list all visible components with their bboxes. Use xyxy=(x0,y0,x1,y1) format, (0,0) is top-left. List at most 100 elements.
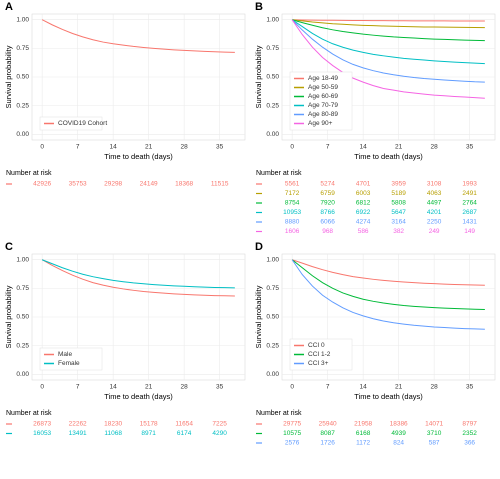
risk-count: 2352 xyxy=(462,430,477,437)
y-tick-label: 0.25 xyxy=(16,342,29,349)
x-tick-label: 7 xyxy=(326,144,330,151)
x-tick-label: 14 xyxy=(360,384,368,391)
risk-count: 4274 xyxy=(356,219,371,226)
y-tick-label: 0.25 xyxy=(266,342,279,349)
risk-count: 2576 xyxy=(285,440,300,447)
x-axis-title: Time to death (days) xyxy=(354,152,423,161)
risk-count: 5274 xyxy=(320,181,335,188)
y-tick-label: 0.50 xyxy=(266,74,279,81)
risk-count: 29298 xyxy=(104,181,122,188)
risk-count: 1431 xyxy=(462,219,477,226)
legend-label: Age 70-79 xyxy=(308,102,338,109)
y-axis-title: Survival probability xyxy=(4,45,13,108)
legend-label: Male xyxy=(58,351,72,358)
risk-count: 8766 xyxy=(320,209,335,216)
risk-count: 2687 xyxy=(462,209,477,216)
x-tick-label: 35 xyxy=(466,384,474,391)
survival-curve xyxy=(291,19,485,83)
risk-count: 6812 xyxy=(356,200,371,207)
risk-count: 6066 xyxy=(320,219,335,226)
legend-label: Age 80-89 xyxy=(308,111,338,118)
risk-count: 35753 xyxy=(69,181,87,188)
y-tick-label: 1.00 xyxy=(266,256,279,263)
y-tick-label: 0.75 xyxy=(16,285,29,292)
risk-count: 1606 xyxy=(285,228,300,235)
y-axis-title: Survival probability xyxy=(254,285,263,348)
risk-count: 6168 xyxy=(356,430,371,437)
x-tick-label: 28 xyxy=(181,144,189,151)
risk-count: 6922 xyxy=(356,209,371,216)
y-tick-label: 0.00 xyxy=(16,371,29,378)
y-tick-label: 0.00 xyxy=(266,131,279,138)
x-tick-label: 7 xyxy=(76,144,80,151)
risk-count: 8971 xyxy=(141,430,156,437)
y-tick-label: 0.50 xyxy=(266,314,279,321)
risk-count: 3710 xyxy=(427,430,442,437)
x-tick-label: 14 xyxy=(360,144,368,151)
risk-count: 824 xyxy=(393,440,404,447)
risk-count: 25940 xyxy=(319,421,337,428)
risk-table-title: Number at risk xyxy=(6,410,52,417)
risk-count: 7172 xyxy=(285,190,300,197)
x-tick-label: 14 xyxy=(110,144,118,151)
risk-count: 8797 xyxy=(462,421,477,428)
y-tick-label: 0.00 xyxy=(266,371,279,378)
risk-count: 1993 xyxy=(462,181,477,188)
risk-count: 18368 xyxy=(175,181,193,188)
risk-count: 14071 xyxy=(425,421,443,428)
risk-count: 4063 xyxy=(427,190,442,197)
risk-count: 6003 xyxy=(356,190,371,197)
survival-curve xyxy=(292,19,485,22)
risk-count: 2250 xyxy=(427,219,442,226)
risk-count: 1172 xyxy=(356,440,370,447)
survival-curve xyxy=(291,19,485,65)
y-tick-label: 0.50 xyxy=(16,74,29,81)
risk-count: 5189 xyxy=(391,190,406,197)
x-tick-label: 35 xyxy=(466,144,474,151)
risk-count: 382 xyxy=(393,228,404,235)
risk-count: 586 xyxy=(358,228,369,235)
risk-count: 149 xyxy=(464,228,475,235)
risk-table-title: Number at risk xyxy=(256,170,302,177)
x-tick-label: 21 xyxy=(145,384,153,391)
risk-count: 11515 xyxy=(211,181,229,188)
risk-count: 18230 xyxy=(104,421,122,428)
y-tick-label: 1.00 xyxy=(266,16,279,23)
panel-label: A xyxy=(5,1,13,13)
x-tick-label: 21 xyxy=(395,144,403,151)
x-axis-title: Time to death (days) xyxy=(104,392,173,401)
y-tick-label: 0.25 xyxy=(266,102,279,109)
legend-label: Age 18-49 xyxy=(308,75,338,82)
survival-curve xyxy=(291,259,485,310)
legend-label: Age 50-59 xyxy=(308,84,338,91)
panel-label: C xyxy=(5,241,13,253)
survival-curve xyxy=(291,19,485,99)
risk-count: 15178 xyxy=(140,421,158,428)
risk-count: 11068 xyxy=(104,430,122,437)
risk-count: 13491 xyxy=(69,430,87,437)
risk-count: 5808 xyxy=(391,200,406,207)
risk-count: 10953 xyxy=(283,209,301,216)
risk-count: 366 xyxy=(464,440,475,447)
legend-box xyxy=(289,71,353,131)
risk-table-title: Number at risk xyxy=(6,170,52,177)
risk-count: 249 xyxy=(429,228,440,235)
legend-label: CCI 0 xyxy=(308,342,325,349)
risk-count: 4939 xyxy=(391,430,406,437)
x-tick-label: 0 xyxy=(290,144,294,151)
y-tick-label: 0.75 xyxy=(16,45,29,52)
risk-count: 11654 xyxy=(175,421,193,428)
risk-count: 3164 xyxy=(391,219,406,226)
risk-count: 4497 xyxy=(427,200,442,207)
risk-count: 5561 xyxy=(285,181,300,188)
x-tick-label: 28 xyxy=(181,384,189,391)
risk-count: 26873 xyxy=(33,421,51,428)
x-tick-label: 28 xyxy=(431,144,439,151)
risk-count: 18386 xyxy=(390,421,408,428)
survival-curve xyxy=(292,19,485,42)
risk-count: 6759 xyxy=(320,190,335,197)
y-tick-label: 0.50 xyxy=(16,314,29,321)
legend-label: Age 60-69 xyxy=(308,93,338,100)
